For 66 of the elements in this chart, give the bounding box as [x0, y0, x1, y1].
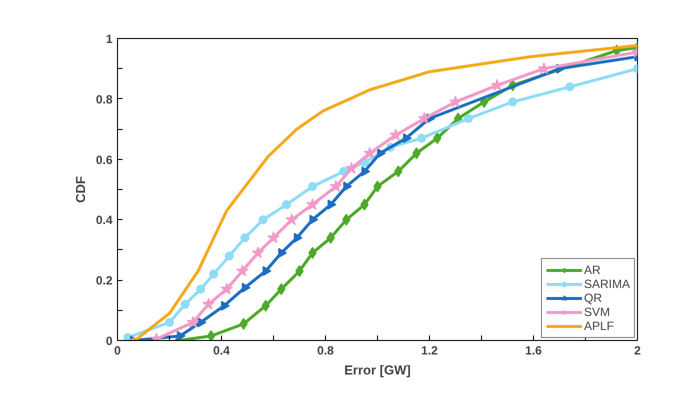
point [508, 97, 518, 106]
point [242, 282, 251, 293]
point [240, 233, 250, 242]
point [361, 166, 370, 176]
point [377, 148, 386, 158]
point [180, 300, 190, 309]
point [417, 134, 426, 143]
point [220, 282, 233, 295]
x-axis-title: Error [GW] [344, 362, 411, 378]
legend-label: SVM [584, 305, 610, 319]
point [418, 112, 431, 124]
x-tick-label: 2 [634, 344, 642, 358]
point [209, 270, 218, 279]
y-tick-label: 1 [106, 32, 113, 46]
point [345, 162, 358, 174]
point [309, 214, 318, 225]
x-tick-label: 0.8 [317, 344, 334, 358]
point [186, 316, 200, 328]
point [373, 180, 382, 192]
point [221, 300, 230, 311]
point [403, 133, 412, 144]
point [267, 231, 280, 244]
point [258, 215, 268, 224]
point [224, 251, 234, 260]
point [285, 213, 298, 226]
point [278, 248, 287, 258]
point [202, 298, 215, 310]
legend-label: APLF [584, 319, 614, 333]
y-tick-label: 0.2 [96, 274, 113, 288]
y-tick-label: 0.8 [96, 92, 113, 106]
point [294, 232, 303, 243]
y-axis-title: CDF [72, 176, 88, 203]
point [464, 114, 473, 124]
point [308, 246, 317, 259]
point [360, 198, 369, 211]
point [538, 62, 550, 74]
point [252, 246, 264, 258]
point [206, 330, 216, 340]
y-tick-label: 0.6 [96, 152, 113, 167]
point [565, 82, 574, 92]
x-tick-label: 0 [114, 344, 122, 358]
x-tick-label: 0.4 [213, 344, 230, 358]
y-tick-label: 0 [106, 334, 113, 348]
point [389, 128, 402, 140]
point [363, 146, 376, 159]
point [165, 318, 174, 327]
point [308, 182, 317, 191]
point [196, 284, 206, 294]
point [328, 200, 336, 210]
point [236, 264, 249, 276]
legend-label: QR [584, 291, 603, 305]
point [330, 180, 342, 192]
point [343, 181, 352, 192]
x-tick-label: 1.2 [421, 344, 438, 358]
point [262, 266, 272, 276]
point [239, 318, 248, 330]
x-tick-label: 1.6 [525, 344, 542, 358]
point [306, 198, 319, 210]
point [412, 147, 421, 160]
point [198, 317, 206, 328]
legend-label: AR [584, 263, 602, 277]
y-tick-label: 0.4 [96, 213, 113, 228]
point [176, 330, 186, 340]
point [282, 200, 291, 210]
legend-label: SARIMA [584, 277, 630, 291]
point [295, 265, 304, 278]
